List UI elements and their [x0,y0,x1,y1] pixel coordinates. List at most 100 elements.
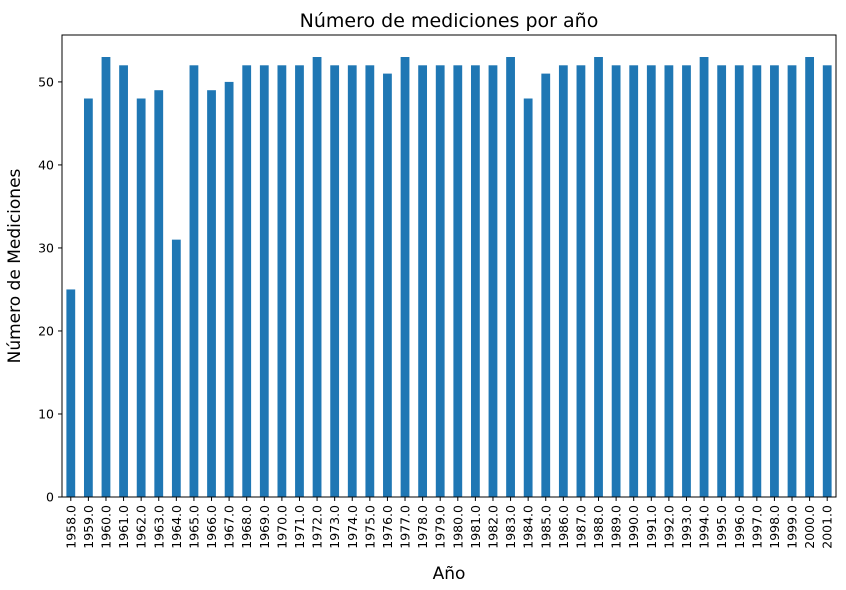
x-tick-label: 1974.0 [345,505,360,549]
x-tick-label: 1983.0 [503,505,518,549]
chart-title: Número de mediciones por año [300,10,599,32]
bar-1967.0 [224,81,234,497]
x-tick-label: 1987.0 [573,505,588,549]
x-tick-label: 1982.0 [485,505,500,549]
x-tick-label: 1973.0 [327,505,342,549]
x-tick-label: 1978.0 [415,505,430,549]
x-tick-label: 2001.0 [820,505,835,549]
bar-1993.0 [682,65,691,498]
y-axis: 0 10 20 30 40 50 [38,74,62,505]
x-tick-label: 1960.0 [98,505,113,549]
y-tick-label: 10 [38,406,54,421]
bar-1990.0 [629,65,639,498]
bar-1992.0 [664,65,674,498]
x-axis-label: Año [433,564,466,584]
x-tick-label: 1975.0 [362,505,377,549]
x-tick-label: 1971.0 [292,505,307,549]
bar-1997.0 [752,65,762,498]
x-tick-label: 1968.0 [239,505,254,549]
x-tick-label: 1959.0 [81,505,96,549]
x-tick-label: 1962.0 [134,505,149,549]
bar-1998.0 [770,65,779,498]
bars [66,57,832,498]
x-tick-label: 1997.0 [749,505,764,549]
x-tick-label: 1961.0 [116,505,131,549]
bar-1959.0 [83,98,93,498]
bar-1958.0 [66,289,76,497]
y-tick-label: 30 [38,240,54,255]
bar-1978.0 [418,65,428,498]
bar-1970.0 [277,65,287,498]
x-tick-label: 1986.0 [556,505,571,549]
bar-1965.0 [189,65,199,498]
bar-1979.0 [435,65,445,498]
bar-1964.0 [171,239,181,497]
y-tick-label: 50 [38,74,54,89]
bar-1961.0 [119,65,128,498]
bar-1980.0 [453,65,463,498]
x-tick-label: 1991.0 [644,505,659,549]
bar-1987.0 [576,65,586,498]
x-tick-label: 1993.0 [679,505,694,549]
bar-1982.0 [488,65,498,498]
bar-1986.0 [558,65,568,498]
bar-1991.0 [646,65,656,498]
bar-2000.0 [805,57,815,497]
x-tick-label: 1972.0 [310,505,325,549]
x-tick-label: 1992.0 [661,505,676,549]
bar-1977.0 [400,57,410,497]
bar-1984.0 [523,98,533,498]
x-tick-label: 1977.0 [398,505,413,549]
x-tick-label: 1965.0 [186,505,201,549]
bar-1971.0 [295,65,304,498]
bar-1973.0 [330,65,340,498]
bar-1988.0 [594,57,603,497]
x-tick-label: 1984.0 [521,505,536,549]
x-tick-label: 1958.0 [63,505,78,549]
bar-1995.0 [717,65,727,498]
x-tick-label: 1981.0 [468,505,483,549]
x-tick-label: 1999.0 [785,505,800,549]
x-tick-label: 1988.0 [591,505,606,549]
bar-1983.0 [506,57,515,497]
x-tick-label: 1994.0 [697,505,712,549]
bar-1963.0 [154,90,164,497]
x-tick-label: 1976.0 [380,505,395,549]
x-tick-label: 1964.0 [169,505,184,549]
bar-1976.0 [383,73,392,498]
bar-2001.0 [822,65,832,498]
plot-frame [61,34,837,498]
bar-1975.0 [365,65,375,498]
x-tick-label: 1969.0 [257,505,272,549]
x-tick-label: 1985.0 [538,505,553,549]
bar-1985.0 [541,73,551,498]
x-tick-label: 1998.0 [767,505,782,549]
plot-area [61,34,837,498]
bar-1966.0 [207,90,216,497]
y-tick-label: 0 [46,490,54,505]
x-axis: 1958.0 1959.0 1960.0 1961.0 1962.0 1963.0 1964… [63,497,835,549]
y-tick-label: 40 [38,157,54,172]
x-tick-label: 1996.0 [732,505,747,549]
x-tick-label: 1979.0 [433,505,448,549]
x-tick-label: 1995.0 [714,505,729,549]
x-tick-label: 1990.0 [626,505,641,549]
x-tick-label: 1967.0 [222,505,237,549]
y-axis-label: Número de Mediciones [5,168,25,363]
x-tick-label: 1963.0 [151,505,166,549]
x-tick-label: 1980.0 [450,505,465,549]
bar-1994.0 [699,57,709,497]
bar-1972.0 [312,57,322,497]
bar-1974.0 [347,65,357,498]
bar-1981.0 [470,65,480,498]
x-tick-label: 1989.0 [609,505,624,549]
x-tick-label: 1966.0 [204,505,219,549]
y-tick-label: 20 [38,323,54,338]
bar-1989.0 [611,65,621,498]
x-tick-label: 2000.0 [802,505,817,549]
bar-1962.0 [136,98,146,498]
bar-1968.0 [242,65,252,498]
x-tick-label: 1970.0 [274,505,289,549]
bar-1969.0 [259,65,269,498]
